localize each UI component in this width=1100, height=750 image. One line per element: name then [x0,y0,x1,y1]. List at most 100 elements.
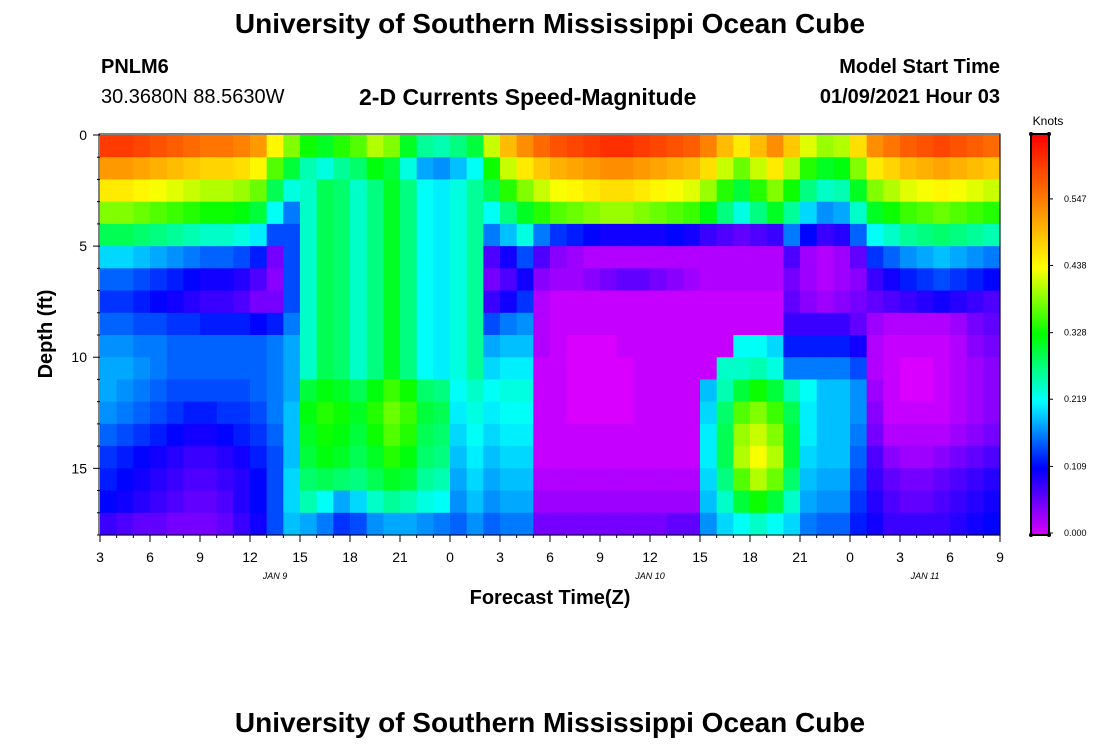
heatmap-cell [850,223,868,247]
heatmap-cell [200,312,218,336]
heatmap-cell [816,201,834,225]
heatmap-cell [666,379,684,403]
heatmap-cell [266,179,284,203]
heatmap-cell [600,201,618,225]
heatmap-cell [433,335,451,358]
colorbar-tick-label: 0.328 [1064,328,1087,338]
heatmap-cell [133,379,151,403]
heatmap-cell [700,512,718,536]
heatmap-cell [816,223,834,247]
heatmap-cell [283,401,301,425]
heatmap-cell [900,357,918,381]
heatmap-cell [400,357,418,381]
heatmap-cell [716,468,734,492]
heatmap-cell [383,179,401,203]
heatmap-cell [283,246,301,269]
station-id: PNLM6 [101,56,169,78]
heatmap-cell [633,290,651,314]
heatmap-cell [416,268,434,292]
heatmap-cell [550,201,568,225]
heatmap-cell [633,312,651,336]
heatmap-cell [566,157,584,181]
heatmap-cell [566,312,584,336]
heatmap-cell [616,335,634,358]
heatmap-cell [700,268,718,292]
heatmap-cell [733,135,751,158]
heatmap-cell [216,379,234,403]
heatmap-cell [166,223,184,247]
heatmap-cell [733,490,751,514]
heatmap-cell [483,246,501,269]
heatmap-cell [916,423,934,447]
heatmap-cell [516,401,534,425]
heatmap-cell [733,401,751,425]
heatmap-cell [933,335,951,358]
heatmap-cell [850,157,868,181]
heatmap-cell [683,157,701,181]
heatmap-cell [516,223,534,247]
heatmap-cell [933,423,951,447]
heatmap-cell [616,468,634,492]
heatmap-cell [350,490,368,514]
heatmap-cell [666,223,684,247]
heatmap-cell [383,446,401,469]
heatmap-cell [250,468,268,492]
heatmap-cell [400,157,418,181]
heatmap-cell [100,357,118,381]
heatmap-cell [783,490,801,514]
heatmap-cell [700,290,718,314]
x-tick-label: 3 [96,549,104,565]
heatmap-cell [933,157,951,181]
heatmap-cell [483,512,501,536]
heatmap-cell [133,268,151,292]
heatmap-cell [583,246,601,269]
heatmap-cell [466,312,484,336]
heatmap-cell [100,290,118,314]
heatmap-cell [450,379,468,403]
heatmap-cell [350,135,368,158]
heatmap-cell [316,468,334,492]
heatmap-cell [533,512,551,536]
heatmap-cell [833,135,851,158]
colorbar-corner [1029,132,1033,136]
heatmap-cell [766,135,784,158]
heatmap-cell [250,379,268,403]
heatmap-cell [516,135,534,158]
heatmap-cell [416,201,434,225]
heatmap-cell [616,379,634,403]
heatmap-cell [850,468,868,492]
heatmap-cell [133,423,151,447]
heatmap-cell [650,446,668,469]
heatmap-cell [166,335,184,358]
heatmap-cell [350,268,368,292]
heatmap-cell [850,379,868,403]
heatmap-cell [783,468,801,492]
heatmap-cell [750,268,768,292]
heatmap-cell [450,357,468,381]
heatmap-cell [566,223,584,247]
heatmap-cell [900,201,918,225]
heatmap-cell [900,490,918,514]
heatmap-cell [733,157,751,181]
heatmap-cell [300,468,318,492]
heatmap-cell [700,468,718,492]
heatmap-cell [666,312,684,336]
heatmap-cell [716,357,734,381]
heatmap-cell [666,290,684,314]
heatmap-cell [316,335,334,358]
heatmap-cell [833,357,851,381]
heatmap-cell [183,357,201,381]
heatmap-cell [250,201,268,225]
heatmap-cell [516,201,534,225]
heatmap-cell [750,335,768,358]
heatmap-cell [966,157,984,181]
heatmap-cell [700,246,718,269]
heatmap-cell [216,179,234,203]
heatmap-cell [400,379,418,403]
heatmap-cell [150,290,168,314]
heatmap-cell [383,335,401,358]
heatmap-cell [250,179,268,203]
heatmap-cell [650,357,668,381]
heatmap-cell [116,290,134,314]
heatmap-cell [150,246,168,269]
